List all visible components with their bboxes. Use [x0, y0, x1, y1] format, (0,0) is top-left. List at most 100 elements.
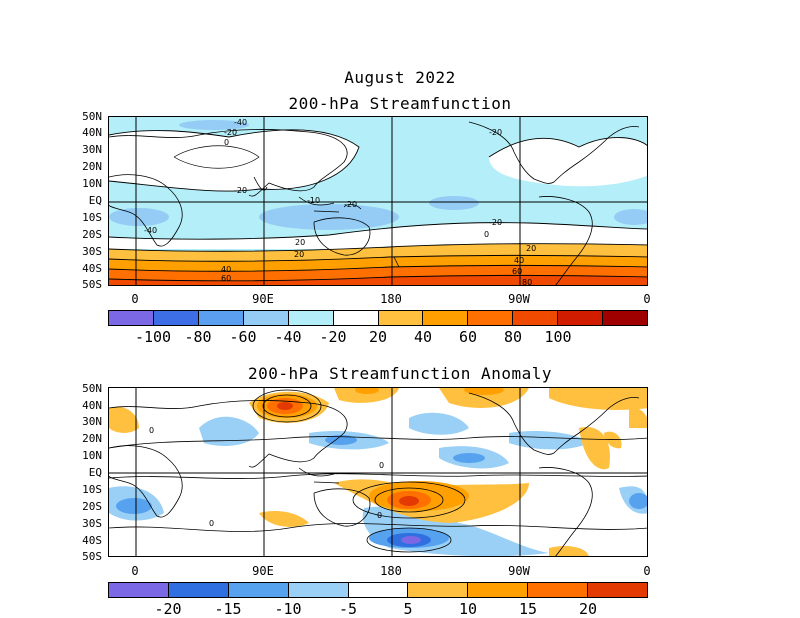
lon-label: 90E — [252, 292, 274, 306]
colorbar-swatch — [198, 311, 244, 325]
lat-label: 10S — [82, 483, 102, 496]
lat-label: 20S — [82, 500, 102, 513]
colorbar-label: 40 — [413, 328, 433, 346]
lon-label: 90W — [508, 292, 530, 306]
contour-label: 0 — [209, 519, 214, 528]
colorbar-swatch — [513, 311, 559, 325]
colorbar-swatch — [153, 311, 199, 325]
lat-label: 40N — [82, 126, 102, 139]
contour-label: 40 — [221, 265, 231, 274]
lat-label: 20N — [82, 432, 102, 445]
colorbar-swatch — [603, 311, 648, 325]
lat-label: 40S — [82, 262, 102, 275]
lat-label: 10N — [82, 177, 102, 190]
lon-label: 180 — [380, 564, 402, 578]
colorbar-swatch — [109, 311, 154, 325]
colorbar-label: -40 — [274, 328, 302, 346]
contour-label: 40 — [514, 256, 524, 265]
lat-label: 40N — [82, 399, 102, 412]
lon-label: 0 — [643, 564, 651, 578]
colorbar-swatch — [288, 311, 334, 325]
lon-label: 180 — [380, 292, 402, 306]
contour-label: -40 — [234, 118, 247, 127]
lat-label: 50S — [82, 550, 102, 563]
contour-label: -20 — [234, 186, 247, 195]
contour-label: 60 — [221, 274, 231, 283]
contour-label: -20 — [489, 218, 502, 227]
colorbar-label: -20 — [154, 600, 182, 618]
lon-label: 0 — [643, 292, 651, 306]
top-map-title: 200-hPa Streamfunction — [288, 94, 512, 113]
lat-label: EQ — [88, 194, 102, 207]
contour-label: -20 — [224, 128, 237, 137]
colorbar-swatch — [243, 311, 289, 325]
colorbar-swatch — [558, 311, 604, 325]
date-title: August 2022 — [344, 68, 456, 87]
colorbar-swatch — [468, 583, 529, 597]
colorbar-swatch — [408, 583, 469, 597]
contour-label: 0 — [377, 511, 382, 520]
lat-label: 30S — [82, 245, 102, 258]
top-colorbar — [108, 310, 648, 326]
lon-label: 0 — [131, 292, 139, 306]
colorbar-swatch — [228, 583, 289, 597]
lon-label: 0 — [131, 564, 139, 578]
contour-label: -10 — [307, 196, 320, 205]
contour-label: -40 — [144, 226, 157, 235]
colorbar-swatch — [168, 583, 229, 597]
colorbar-label: -100 — [134, 328, 172, 346]
lat-label: EQ — [88, 466, 102, 479]
colorbar-label: 60 — [458, 328, 478, 346]
lat-label: 20S — [82, 228, 102, 241]
lat-label: 30S — [82, 517, 102, 530]
contour-label: 20 — [295, 238, 305, 247]
lat-label: 20N — [82, 160, 102, 173]
colorbar-swatch — [588, 583, 648, 597]
colorbar-swatch — [348, 583, 409, 597]
colorbar-label: -10 — [274, 600, 302, 618]
colorbar-label: -5 — [338, 600, 358, 618]
colorbar-label: 10 — [458, 600, 478, 618]
contour-label: 0 — [484, 230, 489, 239]
contour-label: 0 — [149, 426, 154, 435]
colorbar-label: 100 — [544, 328, 572, 346]
lat-label: 30N — [82, 143, 102, 156]
colorbar-label: 20 — [368, 328, 388, 346]
lon-label: 90E — [252, 564, 274, 578]
contour-label: -20 — [344, 200, 357, 209]
contour-label: 80 — [522, 278, 532, 286]
lat-label: 40S — [82, 534, 102, 547]
colorbar-label: -80 — [184, 328, 212, 346]
colorbar-swatch — [528, 583, 589, 597]
contour-label: 0 — [379, 461, 384, 470]
colorbar-swatch — [468, 311, 514, 325]
colorbar-swatch — [288, 583, 349, 597]
lat-label: 10N — [82, 449, 102, 462]
bottom-map-title: 200-hPa Streamfunction Anomaly — [248, 364, 552, 383]
colorbar-swatch — [423, 311, 469, 325]
contour-label: 20 — [526, 244, 536, 253]
colorbar-label: 20 — [578, 600, 598, 618]
colorbar-swatch — [333, 311, 379, 325]
lat-label: 10S — [82, 211, 102, 224]
lon-label: 90W — [508, 564, 530, 578]
colorbar-label: -20 — [319, 328, 347, 346]
lat-label: 50N — [82, 382, 102, 395]
streamfunction-map: -40 -20 0 -20 -20 -40 -20 -20 0 20 20 40… — [108, 116, 648, 286]
lat-label: 30N — [82, 415, 102, 428]
colorbar-label: 80 — [503, 328, 523, 346]
streamfunction-anomaly-map: 0 0 0 0 — [108, 387, 648, 557]
colorbar-swatch — [378, 311, 424, 325]
colorbar-label: 15 — [518, 600, 538, 618]
lat-label: 50N — [82, 110, 102, 123]
colorbar-swatch — [109, 583, 169, 597]
colorbar-label: -15 — [214, 600, 242, 618]
colorbar-label: -60 — [229, 328, 257, 346]
contour-label: 60 — [512, 267, 522, 276]
contour-label: 20 — [294, 250, 304, 259]
contour-label: -20 — [489, 128, 502, 137]
bottom-colorbar — [108, 582, 648, 598]
colorbar-label: 5 — [403, 600, 413, 618]
contour-label: 0 — [224, 138, 229, 147]
lat-label: 50S — [82, 278, 102, 291]
